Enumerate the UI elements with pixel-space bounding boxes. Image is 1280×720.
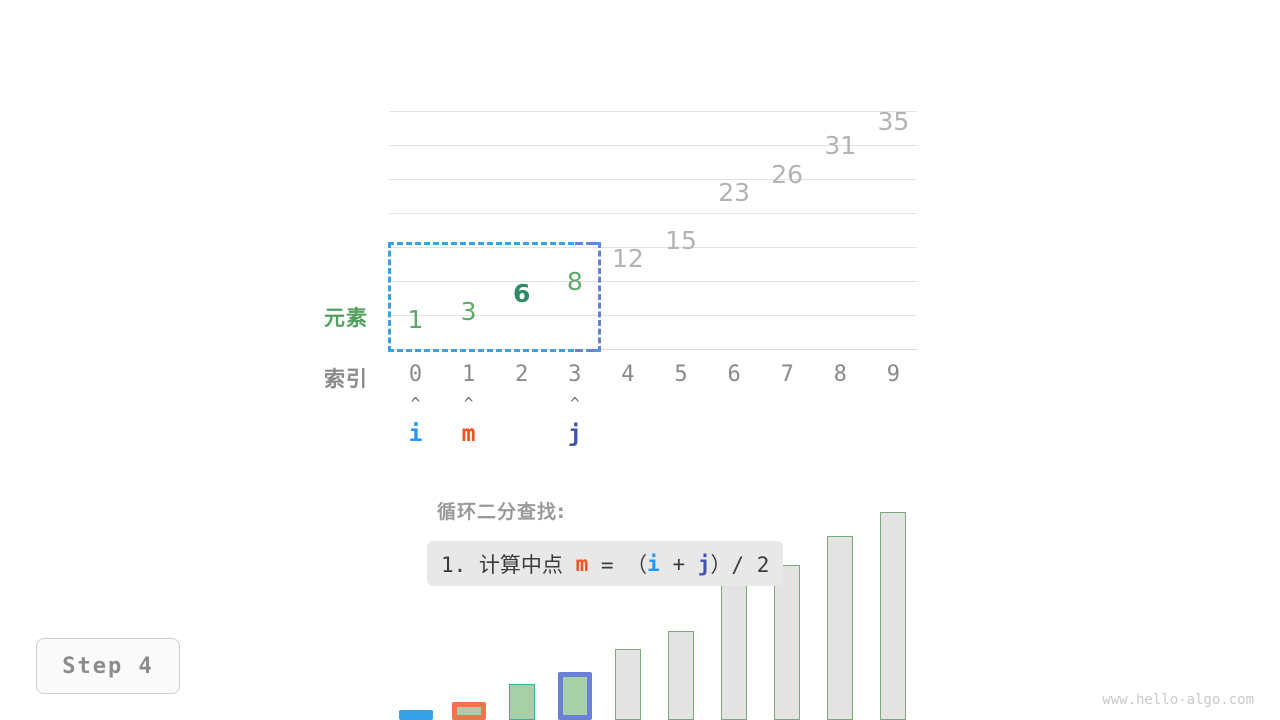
gridline [389,315,917,316]
pointer-label-m: m [461,421,476,447]
code-step-line: 1. 计算中点 m = （i + j ）/ 2 [427,541,784,586]
bar-value-label-7: 26 [771,160,804,189]
bar-3 [557,672,592,720]
bar-5 [668,631,694,720]
index-tick-0: 0 [408,362,423,387]
bar-value-label-2: 6 [512,279,531,308]
bar-0 [398,710,433,720]
step-badge: Step 4 [36,638,180,694]
gridline [389,111,917,112]
axis-baseline [389,349,917,350]
chart-plot-area [389,111,917,350]
index-tick-8: 8 [833,362,847,387]
index-tick-4: 4 [621,362,635,387]
pointer-label-i: i [408,421,423,447]
bar-2 [508,684,535,720]
code-var-j: j [697,551,711,576]
bar-value-label-4: 12 [611,244,644,273]
pointer-label-j: j [567,421,582,447]
bar-value-label-8: 31 [824,131,857,160]
code-var-m: m [575,551,589,576]
range-box-corner [575,349,601,352]
index-tick-1: 1 [461,362,476,387]
range-box-corner [575,242,601,245]
code-var-i: i [647,551,660,576]
gridline [389,145,917,146]
index-tick-5: 5 [674,362,688,387]
watermark: www.hello-algo.com [1102,692,1254,708]
bar-6 [721,583,748,720]
pointer-caret-i: ^ [410,394,421,413]
bar-value-label-0: 1 [407,305,424,334]
index-tick-3: 3 [568,362,582,387]
bar-8 [827,536,854,720]
bar-value-label-1: 3 [460,297,477,326]
code-prefix: 1. 计算中点 [441,552,576,577]
bar-1 [451,702,486,720]
gridline [389,179,917,180]
index-tick-9: 9 [886,362,901,387]
index-tick-2: 2 [515,362,529,387]
bar-value-label-6: 23 [718,178,750,207]
gridline [389,281,917,282]
element-axis-label: 元素 [324,306,368,330]
gridline [389,247,917,248]
index-axis-label: 索引 [324,367,368,391]
bar-value-label-9: 35 [877,107,910,136]
code-plus: + [659,551,698,576]
bar-4 [614,649,641,720]
index-tick-6: 6 [727,362,741,387]
bar-9 [880,512,907,720]
gridline [389,213,917,214]
bar-7 [774,565,801,720]
index-tick-7: 7 [780,362,794,387]
bar-value-label-3: 8 [566,267,583,296]
caption-heading: 循环二分查找: [437,501,566,523]
search-range-box [388,242,601,352]
pointer-caret-j: ^ [569,394,580,413]
pointer-caret-m: ^ [463,394,474,413]
bar-value-label-5: 15 [665,226,697,255]
code-tail: ）/ 2 [710,552,770,577]
code-eq: = （ [588,552,648,577]
